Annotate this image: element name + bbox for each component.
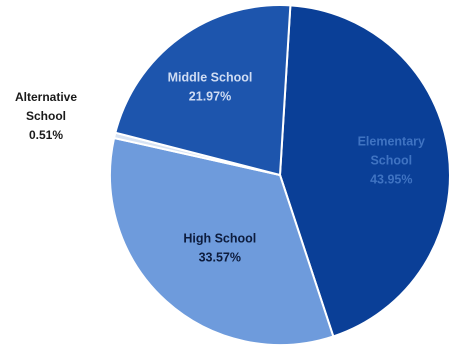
slice-percent-label: 33.57% bbox=[199, 251, 241, 265]
slice-percent-label: 43.95% bbox=[370, 173, 412, 187]
slice-name-label: Middle School bbox=[168, 71, 253, 85]
slice-label-alternative-school: Alternative School 0.51% bbox=[15, 90, 77, 142]
slice-percent-label: 21.97% bbox=[189, 90, 231, 104]
slice-name-label: Elementary bbox=[358, 135, 425, 149]
pie-slices bbox=[109, 4, 450, 345]
slice-name-label: Alternative bbox=[15, 90, 77, 104]
slice-name-label: School bbox=[370, 154, 412, 168]
slice-name-label: High School bbox=[183, 232, 256, 246]
slice-label-high-school: High School 33.57% bbox=[183, 232, 256, 265]
slice-label-middle-school: Middle School 21.97% bbox=[168, 71, 253, 104]
slice-name-label: School bbox=[26, 109, 66, 123]
slice-percent-label: 0.51% bbox=[29, 128, 63, 142]
pie-labels: Elementary School 43.95% High School 33.57% A… bbox=[15, 71, 425, 265]
slice-label-elementary-school: Elementary School 43.95% bbox=[358, 135, 425, 187]
pie-slice-elementary-school bbox=[279, 4, 450, 338]
pie-slice-middle-school bbox=[114, 4, 292, 176]
